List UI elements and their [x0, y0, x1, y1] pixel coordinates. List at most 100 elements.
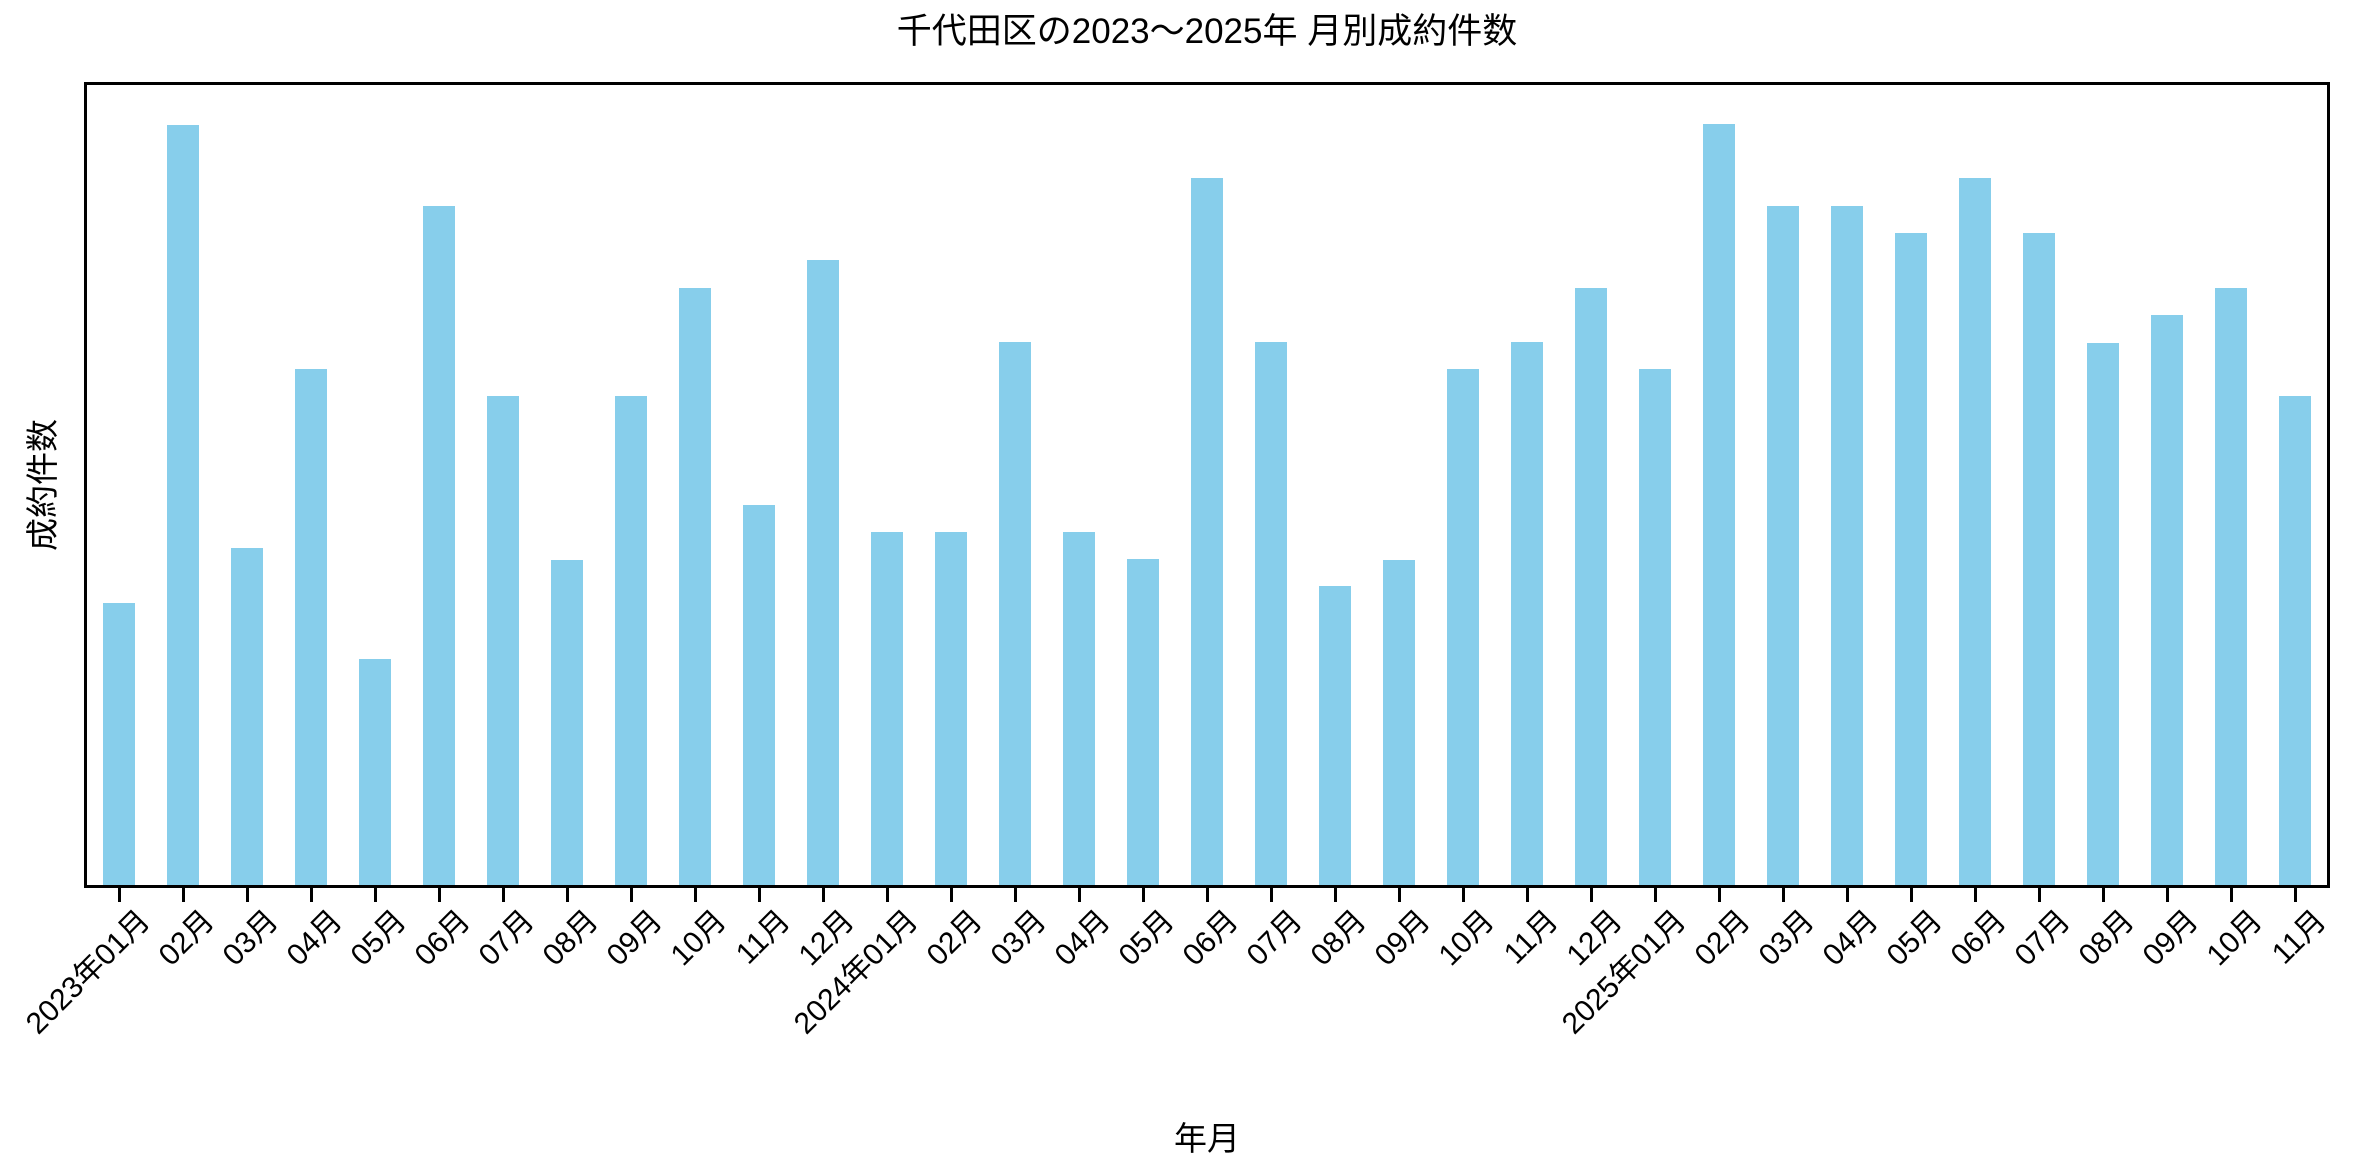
bar [103, 602, 135, 885]
x-tick-mark [949, 888, 953, 902]
bar [935, 532, 967, 885]
x-tick-label: 11月 [729, 904, 797, 971]
bar [1255, 341, 1287, 885]
x-tick-mark [1717, 888, 1721, 902]
bar [167, 125, 199, 885]
x-tick-label: 10月 [664, 904, 733, 973]
x-tick-label: 08月 [1304, 904, 1373, 973]
x-tick-mark [693, 888, 697, 902]
x-tick-label: 02月 [152, 904, 221, 973]
x-tick-label: 07月 [2008, 904, 2077, 973]
x-tick-mark [2101, 888, 2105, 902]
x-tick-mark [373, 888, 377, 902]
x-tick-mark [821, 888, 825, 902]
x-tick-label: 2023年01月 [19, 904, 157, 1041]
x-tick-mark [2037, 888, 2041, 902]
bar [1319, 585, 1351, 885]
bar [2023, 233, 2055, 885]
x-tick-mark [1269, 888, 1273, 902]
bar [999, 341, 1031, 885]
x-tick-mark [1205, 888, 1209, 902]
x-tick-mark [1589, 888, 1593, 902]
x-tick-mark [2165, 888, 2169, 902]
x-tick-mark [309, 888, 313, 902]
bar [2151, 314, 2183, 885]
x-tick-mark [1013, 888, 1017, 902]
bar [1511, 341, 1543, 885]
x-tick-label: 05月 [1112, 904, 1181, 973]
x-tick-label: 06月 [1944, 904, 2013, 973]
x-tick-mark [1653, 888, 1657, 902]
x-tick-mark [757, 888, 761, 902]
bar [2215, 288, 2247, 885]
bar [1063, 532, 1095, 885]
bar [1767, 205, 1799, 885]
x-tick-label: 02月 [920, 904, 989, 973]
bar [1447, 369, 1479, 885]
bar [615, 396, 647, 885]
x-tick-label: 03月 [1752, 904, 1821, 973]
x-tick-mark [565, 888, 569, 902]
bar [1575, 288, 1607, 885]
bar [231, 548, 263, 885]
x-tick-mark [1077, 888, 1081, 902]
x-tick-label: 09月 [2136, 904, 2205, 973]
bar [679, 288, 711, 885]
x-tick-mark [629, 888, 633, 902]
x-tick-label: 05月 [1880, 904, 1949, 973]
x-tick-mark [1141, 888, 1145, 902]
x-tick-label: 04月 [1048, 904, 1117, 973]
bar [1831, 205, 1863, 885]
y-axis-label: 成約件数 [24, 419, 61, 551]
bar [2279, 396, 2311, 885]
x-tick-mark [1461, 888, 1465, 902]
x-tick-mark [2293, 888, 2297, 902]
x-tick-label: 09月 [1368, 904, 1437, 973]
x-tick-label: 07月 [1240, 904, 1309, 973]
bar [807, 260, 839, 885]
x-tick-mark [1525, 888, 1529, 902]
bar [2087, 342, 2119, 885]
bar [1703, 124, 1735, 885]
bar [295, 369, 327, 885]
x-tick-label: 03月 [984, 904, 1053, 973]
x-tick-label: 07月 [472, 904, 541, 973]
x-tick-label: 04月 [280, 904, 349, 973]
x-tick-mark [2229, 888, 2233, 902]
x-tick-label: 10月 [1432, 904, 1501, 973]
bar [423, 205, 455, 885]
x-tick-label: 04月 [1816, 904, 1885, 973]
bar [1639, 369, 1671, 885]
x-tick-mark [1909, 888, 1913, 902]
x-tick-mark [181, 888, 185, 902]
x-tick-label: 03月 [216, 904, 285, 973]
bar [871, 532, 903, 885]
bar [1383, 560, 1415, 885]
bar [743, 505, 775, 885]
x-tick-label: 11月 [1497, 904, 1565, 971]
x-tick-mark [245, 888, 249, 902]
x-tick-mark [1845, 888, 1849, 902]
x-tick-label: 02月 [1688, 904, 1757, 973]
x-tick-label: 06月 [408, 904, 477, 973]
plot-area [84, 82, 2330, 888]
bar [1127, 558, 1159, 885]
x-tick-mark [437, 888, 441, 902]
x-tick-mark [885, 888, 889, 902]
bar [1959, 177, 1991, 885]
x-tick-label: 11月 [2265, 904, 2333, 971]
x-tick-mark [1973, 888, 1977, 902]
x-tick-label: 08月 [2072, 904, 2141, 973]
bar [1895, 233, 1927, 885]
x-tick-mark [1781, 888, 1785, 902]
bar [551, 560, 583, 885]
x-tick-label: 06月 [1176, 904, 1245, 973]
bar [359, 658, 391, 885]
x-tick-mark [117, 888, 121, 902]
bar [1191, 177, 1223, 885]
bar [487, 396, 519, 885]
x-tick-label: 10月 [2200, 904, 2269, 973]
chart-title: 千代田区の2023～2025年 月別成約件数 [896, 12, 1518, 51]
x-tick-mark [1397, 888, 1401, 902]
